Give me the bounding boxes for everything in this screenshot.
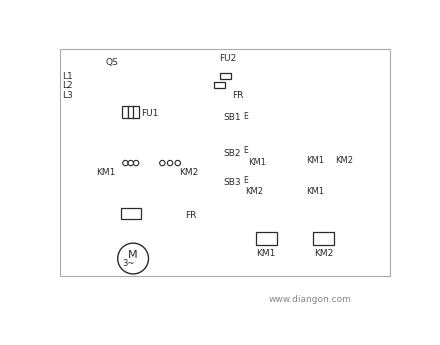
Text: FU1: FU1 <box>141 109 158 118</box>
Circle shape <box>123 160 128 166</box>
Text: KM2: KM2 <box>314 248 333 257</box>
Text: QS: QS <box>105 58 118 68</box>
Bar <box>128 106 134 118</box>
Text: L2: L2 <box>62 81 73 90</box>
Bar <box>121 208 141 219</box>
Text: KM2: KM2 <box>336 156 354 165</box>
Bar <box>256 231 277 245</box>
Circle shape <box>133 160 139 166</box>
Bar <box>214 82 225 88</box>
Text: L3: L3 <box>62 91 73 100</box>
Text: FU2: FU2 <box>220 54 237 63</box>
Text: 3~: 3~ <box>122 259 135 268</box>
Text: KM1: KM1 <box>257 248 276 257</box>
Circle shape <box>118 243 149 274</box>
Text: KM2: KM2 <box>246 187 264 196</box>
Text: KM1: KM1 <box>306 156 324 165</box>
Text: FR: FR <box>232 91 243 100</box>
Bar <box>220 73 231 79</box>
Text: M: M <box>128 250 138 260</box>
Text: www.diangon.com: www.diangon.com <box>269 295 352 304</box>
Text: E: E <box>243 111 248 121</box>
Text: SB1: SB1 <box>223 113 241 122</box>
Text: L1: L1 <box>62 71 73 80</box>
Text: KM1: KM1 <box>96 168 116 177</box>
Bar <box>312 231 334 245</box>
Circle shape <box>167 160 173 166</box>
Text: KM1: KM1 <box>248 158 266 167</box>
Text: E: E <box>243 176 248 185</box>
Circle shape <box>160 160 165 166</box>
Text: SB3: SB3 <box>223 178 241 187</box>
Text: FR: FR <box>186 211 197 220</box>
Text: KM2: KM2 <box>180 168 198 177</box>
Bar <box>60 49 389 276</box>
Circle shape <box>175 160 180 166</box>
Text: E: E <box>243 146 248 155</box>
Circle shape <box>128 160 133 166</box>
Text: KM1: KM1 <box>306 187 324 196</box>
Bar <box>133 106 139 118</box>
Text: SB2: SB2 <box>224 149 241 158</box>
Bar <box>122 106 128 118</box>
